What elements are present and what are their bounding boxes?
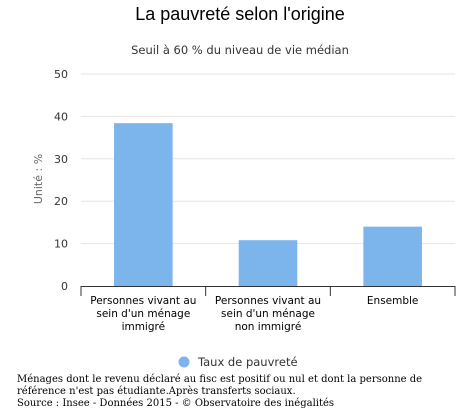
- chart-subtitle: Seuil à 60 % du niveau de vie médian: [131, 43, 349, 57]
- legend-marker: [178, 356, 190, 368]
- x-tick-label: Personnes vivant au sein d'un ménage immig…: [90, 295, 196, 333]
- chart-title: La pauvreté selon l'origine: [135, 4, 345, 24]
- bar: [238, 240, 298, 286]
- bar: [363, 226, 422, 286]
- legend-label: Taux de pauvreté: [197, 355, 298, 369]
- footnote-line: Source : Insee - Données 2015 - © Observ…: [17, 398, 335, 409]
- footnote-line: Ménages dont le revenu déclaré au fisc e…: [17, 374, 423, 385]
- y-axis-label: Unité : %: [32, 154, 45, 204]
- y-tick-label: 20: [54, 195, 68, 208]
- x-tick-label: Ensemble: [367, 295, 419, 307]
- y-tick-label: 10: [54, 238, 68, 251]
- y-tick-label: 0: [61, 280, 68, 293]
- footnote-line: référence n'est pas étudiante.Après tran…: [17, 386, 296, 397]
- chart: La pauvreté selon l'origine Seuil à 60 %…: [32, 4, 456, 369]
- y-tick-label: 40: [54, 110, 68, 123]
- x-tick-label: Personnes vivant au sein d'un ménage non i…: [215, 295, 321, 333]
- y-tick-label: 30: [54, 153, 68, 166]
- y-tick-label: 50: [54, 68, 68, 81]
- footnote: Ménages dont le revenu déclaré au fisc e…: [17, 374, 465, 410]
- bar: [114, 123, 173, 287]
